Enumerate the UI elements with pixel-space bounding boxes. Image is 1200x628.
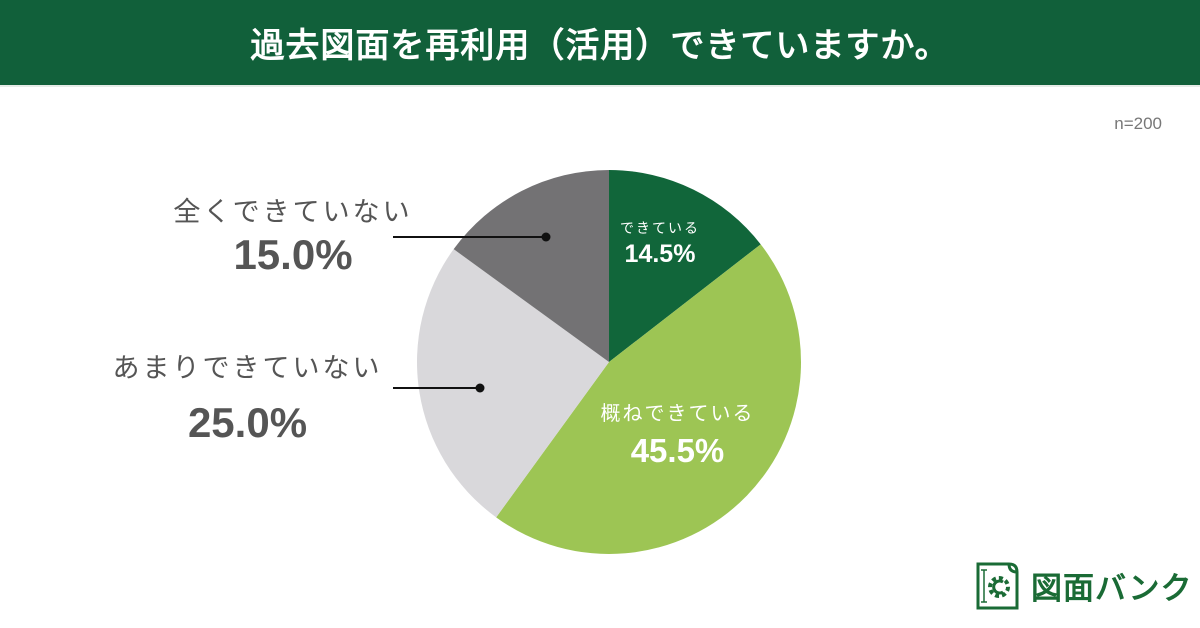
title-banner: 過去図面を再利用（活用）できていますか。 bbox=[0, 0, 1200, 85]
label-done-percent: 14.5% bbox=[624, 240, 696, 268]
outside-label-rarely: あまりできていない 25.0% bbox=[100, 346, 395, 447]
slice-mostly bbox=[496, 244, 802, 555]
label-done-category: できている bbox=[620, 221, 700, 237]
leader-line-never bbox=[393, 232, 551, 242]
blueprint-gear-icon bbox=[976, 562, 1019, 610]
label-rarely-category: あまりできていない bbox=[112, 353, 383, 384]
slice-done bbox=[609, 170, 761, 362]
slice-label-mostly: 概ねできている 45.5% bbox=[590, 397, 765, 470]
pie-slices bbox=[417, 170, 802, 555]
label-never-category: 全くできていない bbox=[173, 197, 413, 228]
sample-size: n=200 bbox=[1114, 114, 1162, 133]
leader-line-rarely bbox=[393, 383, 485, 393]
label-rarely-percent: 25.0% bbox=[187, 399, 308, 446]
chart-title: 過去図面を再利用（活用）できていますか。 bbox=[250, 26, 950, 66]
logo-text: 図面バンク bbox=[1031, 570, 1193, 607]
brand-logo: 図面バンク bbox=[975, 558, 1193, 612]
slice-never bbox=[453, 170, 609, 362]
label-mostly-percent: 45.5% bbox=[630, 432, 725, 469]
slice-label-done: できている 14.5% bbox=[615, 218, 705, 269]
label-mostly-category: 概ねできている bbox=[600, 401, 755, 425]
header-divider bbox=[0, 85, 1200, 87]
outside-label-never: 全くできていない 15.0% bbox=[168, 190, 418, 279]
slice-rarely bbox=[417, 249, 609, 518]
label-never-percent: 15.0% bbox=[233, 231, 353, 278]
